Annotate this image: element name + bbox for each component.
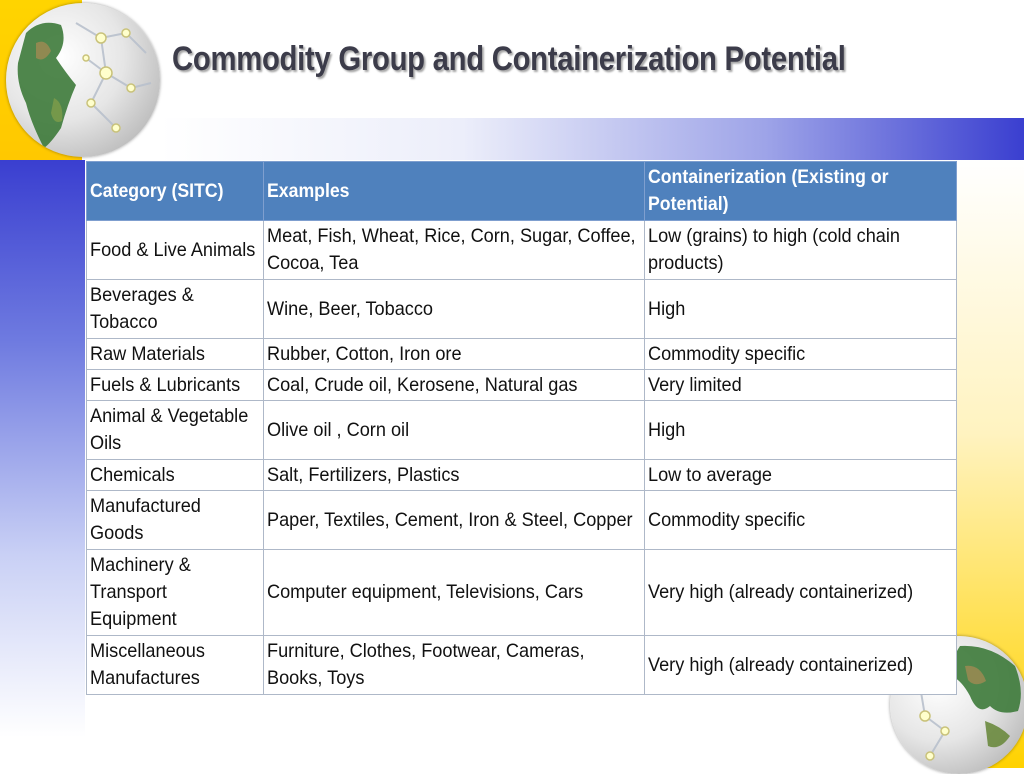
row-containerization: Commodity specific — [644, 338, 957, 370]
row-category: Fuels & Lubricants — [86, 369, 264, 401]
header-containerization: Containerization (Existing or Potential) — [644, 161, 957, 221]
row-examples: Meat, Fish, Wheat, Rice, Corn, Sugar, Co… — [263, 220, 645, 280]
table-header-row: Category (SITC) Examples Containerizatio… — [86, 161, 957, 221]
row-containerization: High — [644, 400, 957, 460]
table-row: Miscellaneous Manufactures Furniture, Cl… — [86, 635, 957, 695]
table-row: Animal & Vegetable Oils Olive oil , Corn… — [86, 400, 957, 460]
row-category: Manufactured Goods — [86, 490, 264, 550]
slide-title: Commodity Group and Containerization Pot… — [172, 40, 846, 78]
row-examples: Salt, Fertilizers, Plastics — [263, 459, 645, 491]
header-category: Category (SITC) — [86, 161, 264, 221]
row-containerization: Low (grains) to high (cold chain product… — [644, 220, 957, 280]
row-examples: Olive oil , Corn oil — [263, 400, 645, 460]
row-containerization: High — [644, 279, 957, 339]
row-category: Raw Materials — [86, 338, 264, 370]
table-row: Machinery & Transport Equipment Computer… — [86, 549, 957, 636]
top-gradient-strip — [160, 118, 1024, 160]
row-category: Beverages & Tobacco — [86, 279, 264, 339]
table-row: Chemicals Salt, Fertilizers, Plastics Lo… — [86, 459, 957, 491]
header-examples: Examples — [263, 161, 645, 221]
row-category: Food & Live Animals — [86, 220, 264, 280]
header-containerization-label: Containerization (Existing or Potential) — [648, 167, 889, 215]
row-examples: Paper, Textiles, Cement, Iron & Steel, C… — [263, 490, 645, 550]
row-category: Chemicals — [86, 459, 264, 491]
row-containerization: Commodity specific — [644, 490, 957, 550]
row-examples: Computer equipment, Televisions, Cars — [263, 549, 645, 636]
left-gradient-band — [0, 160, 85, 768]
row-examples: Wine, Beer, Tobacco — [263, 279, 645, 339]
table-row: Food & Live Animals Meat, Fish, Wheat, R… — [86, 220, 957, 280]
row-examples: Rubber, Cotton, Iron ore — [263, 338, 645, 370]
row-containerization: Low to average — [644, 459, 957, 491]
row-category: Animal & Vegetable Oils — [86, 400, 264, 460]
row-category: Machinery & Transport Equipment — [86, 549, 264, 636]
table-row: Beverages & Tobacco Wine, Beer, Tobacco … — [86, 279, 957, 339]
row-containerization: Very limited — [644, 369, 957, 401]
table-row: Manufactured Goods Paper, Textiles, Ceme… — [86, 490, 957, 550]
row-containerization: Very high (already containerized) — [644, 635, 957, 695]
row-examples: Coal, Crude oil, Kerosene, Natural gas — [263, 369, 645, 401]
commodity-table: Category (SITC) Examples Containerizatio… — [86, 161, 957, 695]
row-containerization: Very high (already containerized) — [644, 549, 957, 636]
row-category: Miscellaneous Manufactures — [86, 635, 264, 695]
row-examples: Furniture, Clothes, Footwear, Cameras, B… — [263, 635, 645, 695]
table-row: Fuels & Lubricants Coal, Crude oil, Kero… — [86, 369, 957, 401]
table-row: Raw Materials Rubber, Cotton, Iron ore C… — [86, 338, 957, 370]
globe-americas-icon — [6, 3, 160, 157]
